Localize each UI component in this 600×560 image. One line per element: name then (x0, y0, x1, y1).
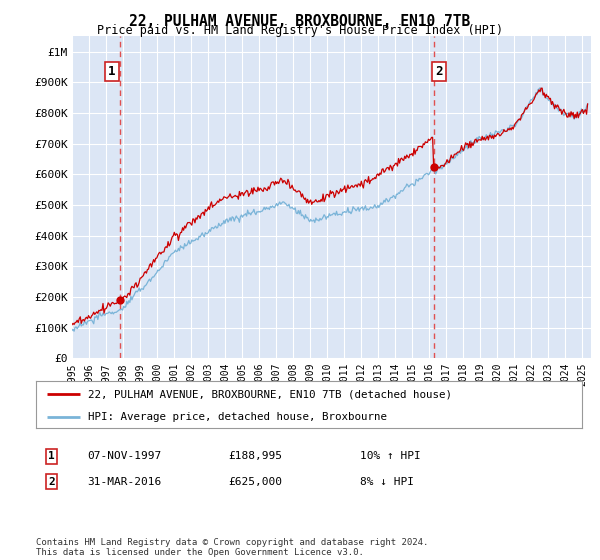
Text: 2: 2 (48, 477, 55, 487)
Text: 22, PULHAM AVENUE, BROXBOURNE, EN10 7TB: 22, PULHAM AVENUE, BROXBOURNE, EN10 7TB (130, 14, 470, 29)
Text: £625,000: £625,000 (228, 477, 282, 487)
Text: 22, PULHAM AVENUE, BROXBOURNE, EN10 7TB (detached house): 22, PULHAM AVENUE, BROXBOURNE, EN10 7TB … (88, 389, 452, 399)
Text: 07-NOV-1997: 07-NOV-1997 (87, 451, 161, 461)
Text: 8% ↓ HPI: 8% ↓ HPI (360, 477, 414, 487)
Text: £188,995: £188,995 (228, 451, 282, 461)
Text: 10% ↑ HPI: 10% ↑ HPI (360, 451, 421, 461)
Text: 1: 1 (48, 451, 55, 461)
Text: 2: 2 (435, 65, 442, 78)
Text: Contains HM Land Registry data © Crown copyright and database right 2024.
This d: Contains HM Land Registry data © Crown c… (36, 538, 428, 557)
Text: 31-MAR-2016: 31-MAR-2016 (87, 477, 161, 487)
Text: 1: 1 (108, 65, 116, 78)
Text: Price paid vs. HM Land Registry's House Price Index (HPI): Price paid vs. HM Land Registry's House … (97, 24, 503, 37)
Text: HPI: Average price, detached house, Broxbourne: HPI: Average price, detached house, Brox… (88, 412, 387, 422)
